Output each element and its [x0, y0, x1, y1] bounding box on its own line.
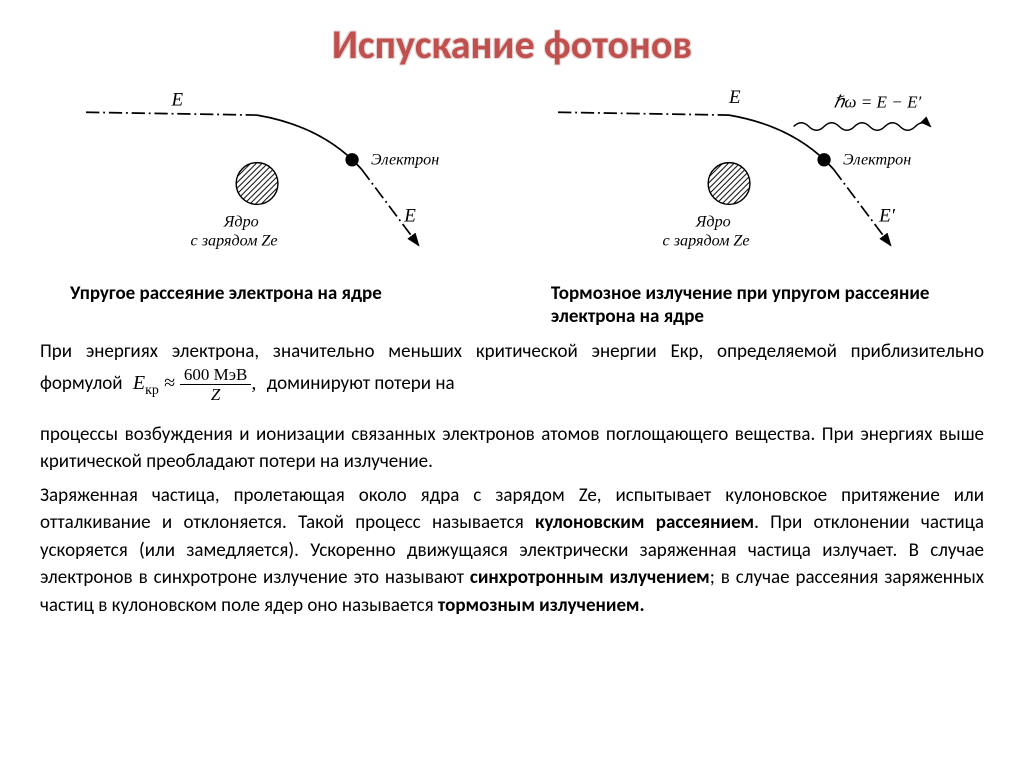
label-electron-r: Электрон	[843, 152, 911, 169]
label-nucleus2: с зарядом Ze	[191, 232, 278, 249]
diagram-elastic-svg: E Электрон E Ядро с зарядом Ze	[40, 79, 493, 269]
label-nucleus2-r: с зарядом Ze	[662, 232, 749, 249]
page-title: Испускание фотонов	[40, 20, 984, 69]
label-e-in: E	[171, 90, 184, 111]
caption-brems: Тормозное излучение при упругом рассеяни…	[531, 282, 984, 328]
f-den: Z	[180, 385, 252, 403]
p3d: синхротронным излучением	[470, 566, 710, 589]
label-e-out-r: E′	[878, 206, 896, 227]
paragraph-1: При энергиях электрона, значительно мень…	[40, 338, 984, 403]
p1b: доминируют потери на	[267, 372, 455, 395]
diagram-brems: E ℏω = E − E′ Электрон E′ Ядро с зарядом…	[531, 79, 984, 328]
f-approx: ≈	[159, 372, 180, 394]
caption-elastic: Упругое рассеяние электрона на ядре	[40, 282, 493, 305]
f-sub: кр	[145, 383, 159, 398]
label-electron: Электрон	[371, 152, 439, 169]
label-nucleus1: Ядро	[223, 213, 259, 230]
p3b: кулоновским рассеянием	[535, 511, 754, 534]
paragraph-2: процессы возбуждения и ионизации связанн…	[40, 421, 984, 476]
label-nucleus1-r: Ядро	[695, 213, 731, 230]
diagram-brems-svg: E ℏω = E − E′ Электрон E′ Ядро с зарядом…	[531, 79, 984, 269]
f-comma: ,	[251, 372, 256, 394]
label-photon: ℏω = E − E′	[833, 93, 921, 112]
f-num: 600 МэВ	[180, 366, 252, 385]
paragraph-3: Заряженная частица, пролетающая около яд…	[40, 482, 984, 620]
label-e-in-r: E	[728, 87, 741, 108]
diagram-elastic: E Электрон E Ядро с зарядом Ze Упругое р…	[40, 79, 493, 328]
p3f: тормозным излучением.	[438, 594, 645, 617]
formula-ekr: Eкр ≈ 600 МэВZ,	[127, 366, 263, 403]
f-lhs: E	[133, 372, 145, 394]
diagrams-row: E Электрон E Ядро с зарядом Ze Упругое р…	[40, 79, 984, 328]
label-e-out: E	[403, 206, 416, 227]
